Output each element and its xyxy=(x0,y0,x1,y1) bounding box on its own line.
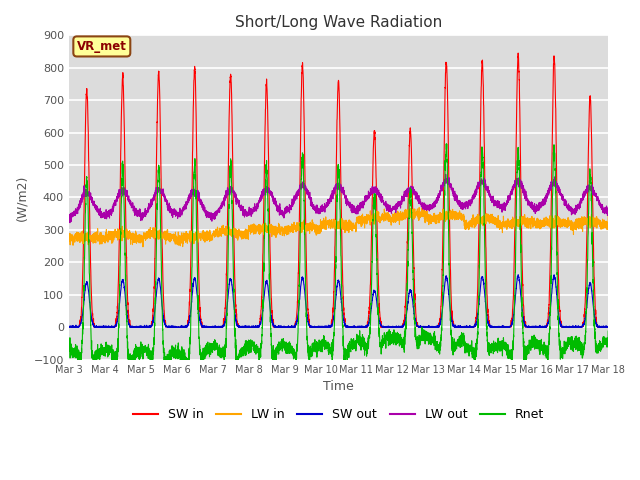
Line: SW in: SW in xyxy=(68,53,640,327)
Rnet xyxy=(515,151,522,156)
X-axis label: Time: Time xyxy=(323,380,354,393)
Title: Short/Long Wave Radiation: Short/Long Wave Radiation xyxy=(235,15,442,30)
SW in xyxy=(90,324,98,330)
LW out xyxy=(543,192,550,198)
LW in xyxy=(543,219,550,225)
Line: LW in: LW in xyxy=(68,201,640,327)
SW out xyxy=(515,273,522,279)
SW in xyxy=(515,50,522,56)
LW in xyxy=(557,220,565,226)
LW out xyxy=(65,214,72,219)
SW out xyxy=(515,272,522,277)
LW in xyxy=(378,215,386,221)
Line: LW out: LW out xyxy=(68,174,640,327)
Line: SW out: SW out xyxy=(68,275,640,327)
Rnet xyxy=(442,141,450,147)
Legend: SW in, LW in, SW out, LW out, Rnet: SW in, LW in, SW out, LW out, Rnet xyxy=(128,403,549,426)
SW out xyxy=(558,324,566,330)
LW out xyxy=(442,171,449,177)
LW in xyxy=(409,209,417,215)
Text: VR_met: VR_met xyxy=(77,40,127,53)
SW in xyxy=(378,324,386,329)
LW out xyxy=(409,189,417,194)
SW out xyxy=(543,323,550,329)
SW out xyxy=(409,298,417,304)
SW out xyxy=(65,324,73,330)
LW in xyxy=(616,198,623,204)
SW in xyxy=(409,211,417,217)
LW in xyxy=(184,236,192,241)
LW out xyxy=(515,178,522,183)
SW in xyxy=(184,317,192,323)
LW in xyxy=(65,234,72,240)
Rnet xyxy=(543,352,550,358)
Rnet xyxy=(409,261,417,267)
SW out xyxy=(65,324,72,330)
SW in xyxy=(65,324,72,330)
Rnet xyxy=(184,355,192,361)
LW out xyxy=(184,196,192,202)
SW in xyxy=(543,324,550,329)
SW out xyxy=(184,322,192,328)
LW out xyxy=(557,194,565,200)
Rnet xyxy=(162,367,170,373)
Rnet xyxy=(378,345,386,351)
LW out xyxy=(378,199,386,205)
SW in xyxy=(558,324,566,330)
Rnet xyxy=(65,344,72,349)
LW in xyxy=(515,219,522,225)
Line: Rnet: Rnet xyxy=(68,144,640,370)
Rnet xyxy=(558,350,566,356)
SW in xyxy=(515,55,522,60)
SW out xyxy=(378,323,386,329)
Y-axis label: (W/m2): (W/m2) xyxy=(15,174,28,221)
